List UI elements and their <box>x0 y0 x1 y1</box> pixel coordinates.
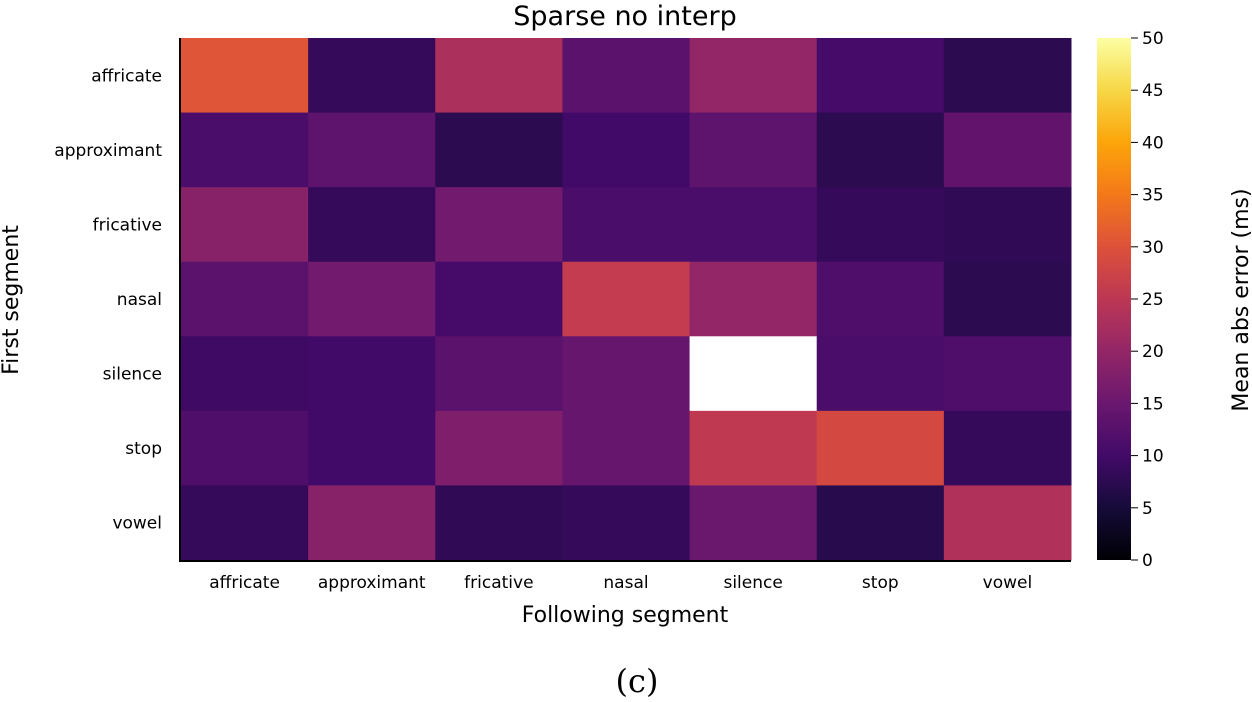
colorbar-tick-label: 15 <box>1142 394 1164 414</box>
heatmap-cell <box>435 336 563 412</box>
heatmap-cell <box>562 187 691 263</box>
y-tick-label: affricate <box>91 66 162 86</box>
heatmap-cell <box>816 336 945 412</box>
colorbar-tick-label: 20 <box>1142 342 1164 362</box>
heatmap-cell <box>181 336 309 412</box>
heatmap-cell <box>943 112 1072 188</box>
colorbar-tick-label: 50 <box>1142 29 1164 49</box>
colorbar <box>1097 38 1131 560</box>
heatmap-cell <box>943 485 1072 561</box>
colorbar-tick-label: 30 <box>1142 238 1164 258</box>
x-tick-labels: affricate approximant fricative nasal silenc… <box>209 573 1032 593</box>
heatmap-cell <box>308 485 436 561</box>
x-axis-label: Following segment <box>522 603 729 628</box>
heatmap-cell <box>816 38 945 114</box>
heatmap-cell <box>308 187 436 263</box>
heatmap-cell <box>562 485 691 561</box>
heatmap-cell <box>435 410 563 486</box>
heatmap-cell <box>816 112 945 188</box>
heatmap-cell <box>562 261 691 337</box>
heatmap-cell <box>943 410 1072 486</box>
heatmap-cell <box>689 485 818 561</box>
colorbar-tick-label: 10 <box>1142 447 1164 467</box>
heatmap-cell <box>689 261 818 337</box>
heatmap-cells <box>181 38 1072 561</box>
y-tick-labels: affricate approximant fricative nasal silenc… <box>54 66 162 533</box>
colorbar-tick-label: 40 <box>1142 133 1164 153</box>
heatmap-cell <box>308 38 436 114</box>
heatmap-cell <box>562 38 691 114</box>
x-tick-label: nasal <box>603 573 648 593</box>
y-axis-label: First segment <box>0 225 24 375</box>
heatmap-cell <box>816 261 945 337</box>
colorbar-tick-label: 35 <box>1142 186 1164 206</box>
colorbar-ticks: 0 5 10 15 20 25 30 35 40 45 50 <box>1131 29 1164 571</box>
colorbar-label: Mean abs error (ms) <box>1229 188 1252 411</box>
heatmap-cell <box>181 38 309 114</box>
colorbar-tick-label: 0 <box>1142 551 1153 571</box>
heatmap-cell <box>435 485 563 561</box>
heatmap-cell <box>816 410 945 486</box>
y-tick-label: silence <box>103 365 162 385</box>
y-tick-label: vowel <box>112 514 162 534</box>
heatmap-cell <box>943 38 1072 114</box>
heatmap-cell <box>816 187 945 263</box>
x-tick-label: stop <box>862 573 899 593</box>
x-tick-label: approximant <box>318 573 426 593</box>
heatmap-cell <box>435 112 563 188</box>
figure-caption: (c) <box>616 662 659 700</box>
heatmap-cell <box>308 336 436 412</box>
y-tick-label: stop <box>125 439 162 459</box>
colorbar-tick-label: 45 <box>1142 81 1164 101</box>
heatmap-cell <box>181 112 309 188</box>
x-tick-label: silence <box>723 573 782 593</box>
heatmap-cell <box>943 336 1072 412</box>
heatmap-cell <box>181 410 309 486</box>
y-tick-label: approximant <box>54 141 162 161</box>
x-tick-label: affricate <box>209 573 280 593</box>
colorbar-tick-label: 5 <box>1142 499 1153 519</box>
heatmap-cell <box>943 187 1072 263</box>
heatmap-cell <box>181 485 309 561</box>
heatmap-cell <box>308 410 436 486</box>
heatmap-cell <box>435 38 563 114</box>
heatmap-cell <box>435 187 563 263</box>
heatmap-cell <box>562 336 691 412</box>
heatmap-cell <box>308 261 436 337</box>
heatmap-cell <box>562 112 691 188</box>
chart-title: Sparse no interp <box>513 1 736 32</box>
heatmap-cell <box>943 261 1072 337</box>
heatmap-cell <box>689 410 818 486</box>
heatmap-cell <box>816 485 945 561</box>
heatmap-cell <box>689 336 818 412</box>
heatmap-cell <box>435 261 563 337</box>
y-tick-label: fricative <box>93 215 162 235</box>
heatmap-cell <box>181 261 309 337</box>
x-tick-label: vowel <box>983 573 1033 593</box>
heatmap-cell <box>562 410 691 486</box>
heatmap-cell <box>308 112 436 188</box>
heatmap-cell <box>689 112 818 188</box>
heatmap-cell <box>689 38 818 114</box>
heatmap-cell <box>181 187 309 263</box>
colorbar-tick-label: 25 <box>1142 290 1164 310</box>
x-tick-label: fricative <box>464 573 533 593</box>
y-tick-label: nasal <box>117 290 162 310</box>
heatmap-cell <box>689 187 818 263</box>
